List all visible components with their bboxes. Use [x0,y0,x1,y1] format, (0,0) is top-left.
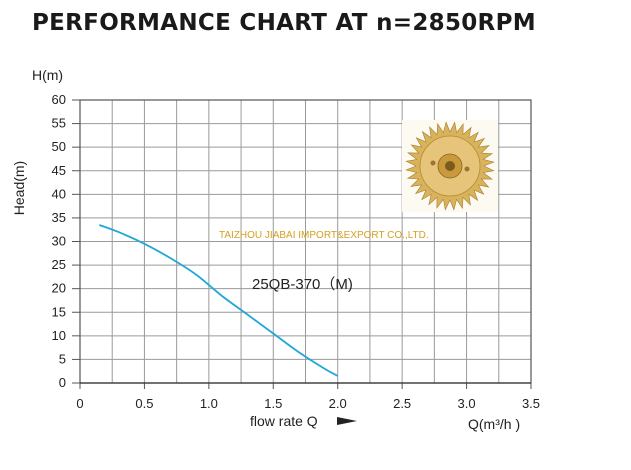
series-label: 25QB-370（M) [252,276,353,293]
x-tick-label: 1.0 [200,396,218,411]
x-axis-arrow-icon [337,417,357,425]
x-tick-label: 2.5 [393,396,411,411]
y-tick-label: 5 [59,351,66,366]
y-tick-label: 20 [52,281,66,296]
y-tick-label: 50 [52,139,66,154]
brass-impeller-photo [402,120,498,212]
y-tick-label: 45 [52,163,66,178]
y-tick-label: 15 [52,304,66,319]
x-tick-label: 3.0 [458,396,476,411]
x-axis-title: flow rate Q [250,413,318,429]
series-line-25qb-370 [99,224,339,377]
x-tick-label: 1.5 [264,396,282,411]
x-tick-label: 3.5 [522,396,540,411]
impeller-bore [445,161,455,171]
y-tick-label: 60 [52,92,66,107]
y-tick-label: 40 [52,186,66,201]
impeller-hole [430,160,436,166]
y-tick-label: 35 [52,210,66,225]
y-axis-unit-label: H(m) [32,67,63,83]
impeller-hole [464,166,470,172]
chart-title: PERFORMANCE CHART AT n=2850RPM [32,10,536,36]
y-tick-labels: 0 5 10 15 20 25 30 35 40 45 50 55 60 [52,92,80,390]
y-axis-title: Head(m) [11,161,27,215]
company-watermark: TAIZHOU JIABAI IMPORT&EXPORT CO.,LTD. [219,230,429,241]
x-tick-label: 0 [76,396,83,411]
y-tick-label: 10 [52,328,66,343]
x-tick-label: 2.0 [329,396,347,411]
x-tick-labels: 0 0.5 1.0 1.5 2.0 2.5 3.0 3.5 [76,383,540,411]
y-tick-label: 25 [52,257,66,272]
y-tick-label: 55 [52,116,66,131]
x-tick-label: 0.5 [135,396,153,411]
y-tick-label: 0 [59,375,66,390]
x-axis-unit-label: Q(m³/h ) [468,416,520,432]
y-tick-label: 30 [52,234,66,249]
